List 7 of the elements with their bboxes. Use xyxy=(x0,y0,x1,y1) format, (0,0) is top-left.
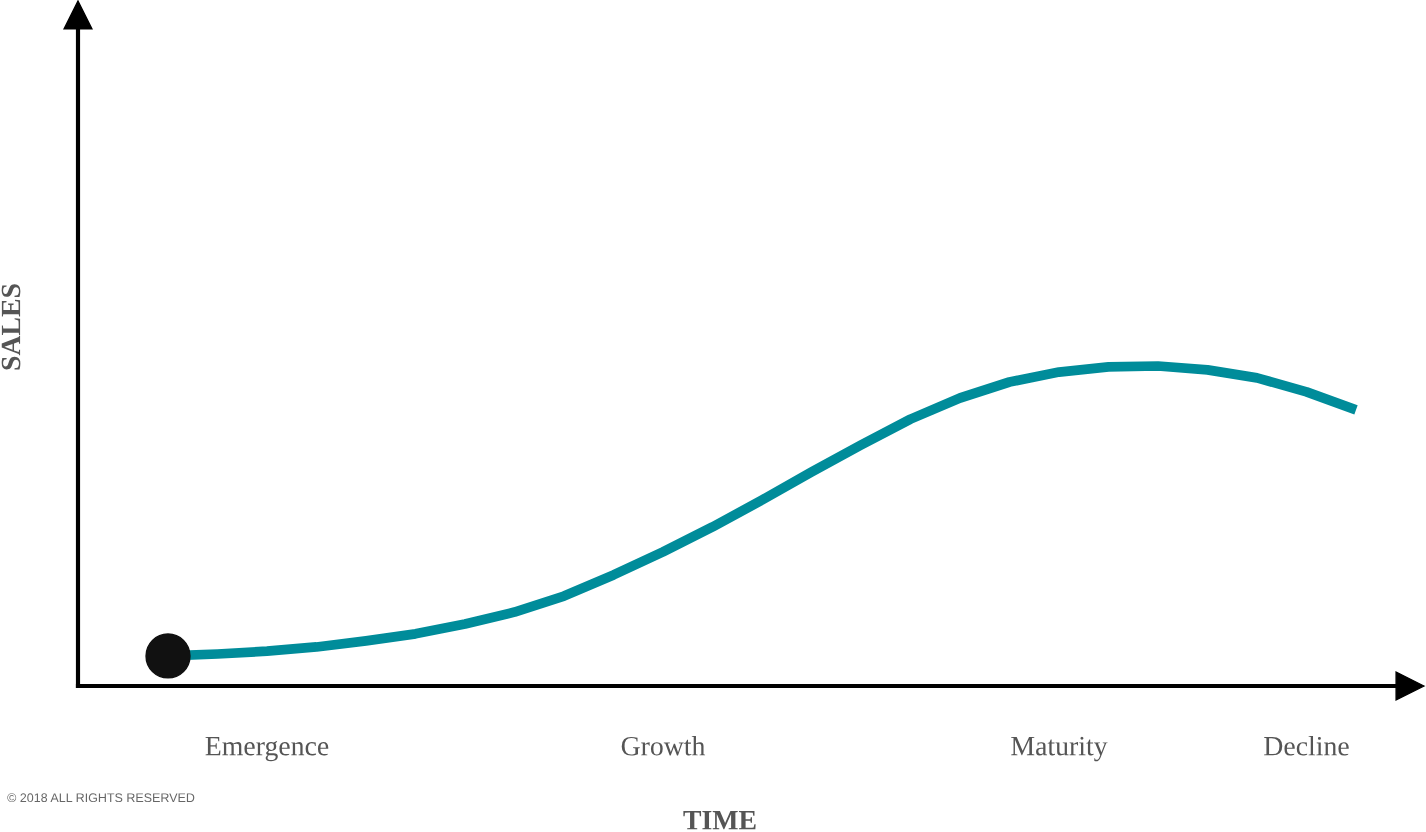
x-tick-label: Growth xyxy=(621,736,706,756)
y-axis-title: SALES xyxy=(1,284,21,370)
text: © 2018 ALL RIGHTS RESERVED xyxy=(7,793,195,803)
x-tick-label: Decline xyxy=(1264,736,1349,756)
x-axis-title: TIME xyxy=(683,811,756,830)
x-tick-label: Maturity xyxy=(1011,736,1108,762)
x-tick-label: Emergence xyxy=(205,737,329,762)
